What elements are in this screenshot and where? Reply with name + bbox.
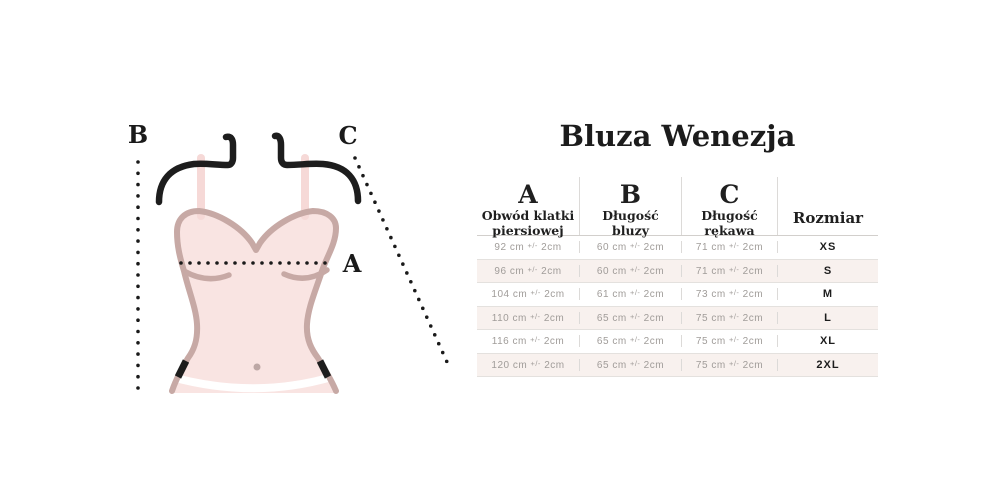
- diagram-label-c: C: [338, 121, 357, 150]
- chest-measurement: 96 cm +/- 2cm: [477, 264, 580, 277]
- column-header-sleeve-length: C Długość rękawa: [682, 177, 778, 238]
- column-name-line: rękawa: [704, 223, 755, 238]
- column-header-chest: A Obwód klatki piersiowej: [477, 177, 580, 238]
- column-name-line: piersiowej: [492, 223, 564, 238]
- hip-mark-right: [316, 359, 332, 379]
- size-table: A Obwód klatki piersiowej B Długość bluz…: [477, 177, 878, 377]
- column-letter-a: A: [518, 180, 538, 209]
- column-letter-b: B: [619, 180, 642, 209]
- blouse-length-measurement: 65 cm +/- 2cm: [580, 358, 682, 371]
- diagram-label-b: B: [128, 120, 148, 149]
- chest-measurement: 104 cm +/- 2cm: [477, 288, 580, 301]
- blouse-length-measurement: 60 cm +/- 2cm: [580, 241, 682, 254]
- shoulder-line-left: [155, 133, 237, 206]
- column-header-size: Rozmiar: [778, 177, 878, 235]
- table-row: 110 cm +/- 2cm 65 cm +/- 2cm 75 cm +/- 2…: [477, 306, 878, 330]
- blouse-length-measurement: 65 cm +/- 2cm: [580, 335, 682, 348]
- table-row: 116 cm +/- 2cm 65 cm +/- 2cm 75 cm +/- 2…: [477, 330, 878, 354]
- blouse-length-measurement: 61 cm +/- 2cm: [580, 288, 682, 301]
- size-label: S: [823, 264, 833, 277]
- column-name-line: bluzy: [612, 223, 649, 238]
- blouse-length-measurement: 60 cm +/- 2cm: [580, 264, 682, 277]
- chest-measurement: 110 cm +/- 2cm: [477, 311, 580, 324]
- shoulder-line-right: [271, 132, 362, 205]
- sleeve-length-measurement: 71 cm +/- 2cm: [682, 241, 778, 254]
- hip-mark-left: [174, 359, 190, 379]
- garment-body: [172, 211, 336, 393]
- column-name-line: Długość: [602, 208, 659, 223]
- hip-band: [161, 370, 345, 393]
- size-label: XL: [819, 335, 837, 348]
- table-row: 104 cm +/- 2cm 61 cm +/- 2cm 73 cm +/- 2…: [477, 283, 878, 307]
- diagram-label-a: A: [342, 249, 362, 278]
- column-name-line: Obwód klatki: [481, 208, 575, 223]
- sleeve-length-measurement: 73 cm +/- 2cm: [682, 288, 778, 301]
- table-row: 120 cm +/- 2cm 65 cm +/- 2cm 75 cm +/- 2…: [477, 353, 878, 377]
- table-row: 92 cm +/- 2cm 60 cm +/- 2cm 71 cm +/- 2c…: [477, 236, 878, 260]
- sleeve-length-measurement: 71 cm +/- 2cm: [682, 264, 778, 277]
- sleeve-length-measurement: 75 cm +/- 2cm: [682, 358, 778, 371]
- column-name-line: Długość: [701, 208, 758, 223]
- size-label: M: [822, 288, 834, 301]
- table-body: 92 cm +/- 2cm 60 cm +/- 2cm 71 cm +/- 2c…: [477, 236, 878, 377]
- chest-measurement: 120 cm +/- 2cm: [477, 358, 580, 371]
- chest-measurement: 92 cm +/- 2cm: [477, 241, 580, 254]
- chest-measurement: 116 cm +/- 2cm: [477, 335, 580, 348]
- page-title: Bluza Wenezja: [559, 119, 796, 153]
- size-label: XS: [819, 241, 837, 254]
- dotted-line-c: [353, 156, 449, 364]
- navel-dot: [253, 363, 261, 371]
- table-header-row: A Obwód klatki piersiowej B Długość bluz…: [477, 177, 878, 238]
- garment-outline: [169, 208, 339, 394]
- size-column-label: Rozmiar: [792, 209, 864, 227]
- column-header-blouse-length: B Długość bluzy: [580, 177, 682, 238]
- blouse-length-measurement: 65 cm +/- 2cm: [580, 311, 682, 324]
- size-label: L: [824, 311, 832, 324]
- underbust-arc-right: [281, 267, 330, 281]
- sleeve-length-measurement: 75 cm +/- 2cm: [682, 335, 778, 348]
- underbust-arc-left: [181, 268, 232, 282]
- column-letter-c: C: [719, 180, 740, 209]
- size-label: 2XL: [816, 358, 840, 371]
- table-row: 96 cm +/- 2cm 60 cm +/- 2cm 71 cm +/- 2c…: [477, 259, 878, 283]
- sleeve-length-measurement: 75 cm +/- 2cm: [682, 311, 778, 324]
